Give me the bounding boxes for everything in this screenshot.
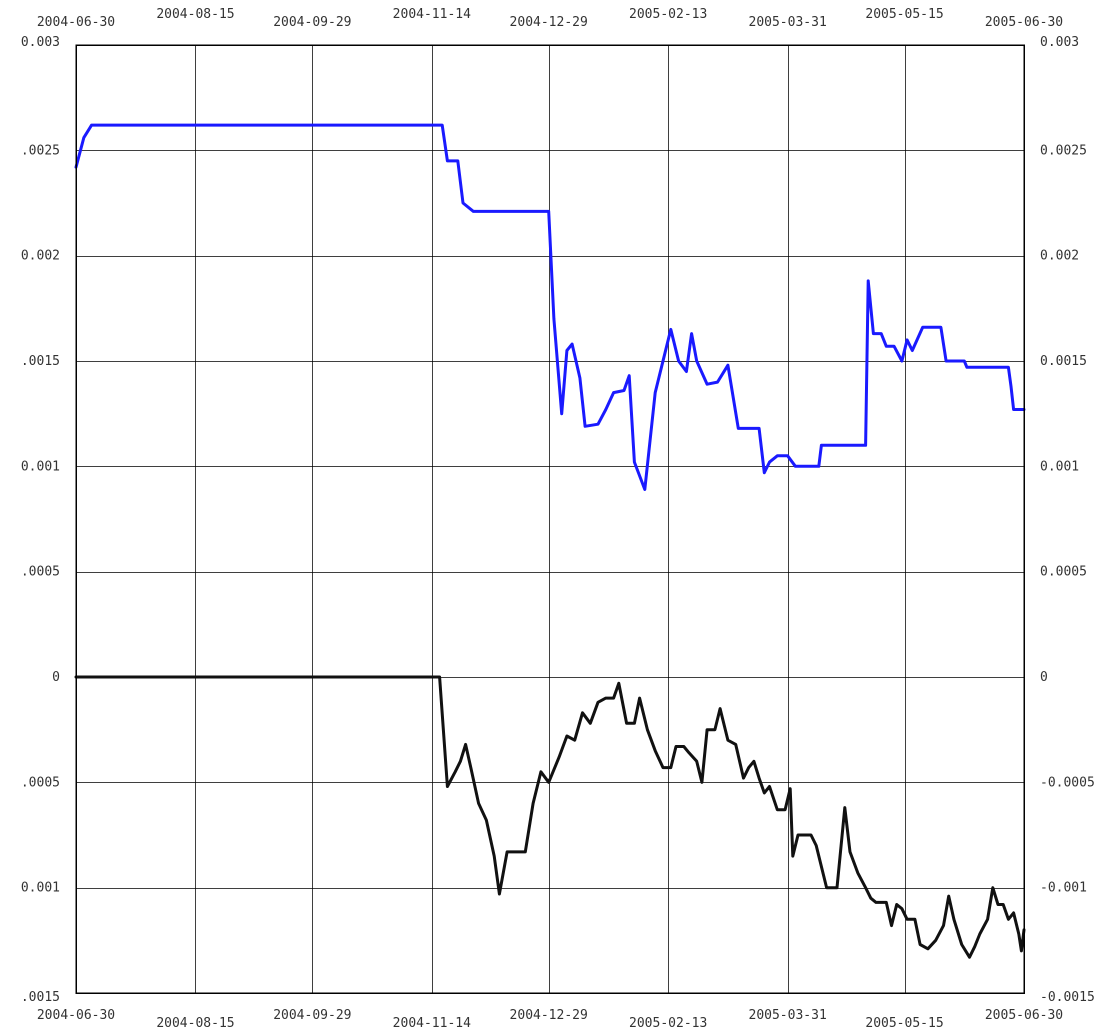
y-tick-label-right: -0.0005 xyxy=(1040,775,1095,790)
x-axis-top-ticks: 2004-06-30 2004-08-15 2004-09-29 2004-11-14… xyxy=(37,7,1063,30)
x-tick-label-bottom: 2005-05-15 xyxy=(865,1016,943,1031)
x-tick-label-top: 2005-06-30 xyxy=(985,15,1063,30)
y-tick-label-right: -0.001 xyxy=(1040,881,1087,896)
x-tick-label-top: 2004-09-29 xyxy=(273,15,351,30)
y-tick-label-right: 0.001 xyxy=(1040,459,1079,474)
y-axis-right-ticks: 0.003 0.0025 0.002 0.0015 0.001 0.0005 0 -0.000… xyxy=(1040,35,1095,1005)
y-tick-label-right: 0.0005 xyxy=(1040,565,1087,580)
y-tick-label-right: 0 xyxy=(1040,670,1048,685)
x-tick-label-bottom: 2004-11-14 xyxy=(393,1016,471,1031)
y-tick-label-right: 0.0025 xyxy=(1040,143,1087,158)
x-tick-label-bottom: 2004-09-29 xyxy=(273,1008,351,1023)
x-tick-label-top: 2004-12-29 xyxy=(510,15,588,30)
x-tick-label-top: 2005-02-13 xyxy=(629,7,707,22)
series-line-2 xyxy=(74,675,1026,959)
x-axis-bottom-ticks: 2004-06-30 2004-08-15 2004-09-29 2004-11-14… xyxy=(37,1008,1063,1031)
x-tick-label-top: 2005-03-31 xyxy=(749,15,827,30)
y-tick-label-left: .0005 xyxy=(21,775,60,790)
y-tick-label-right: 0.0015 xyxy=(1040,354,1087,369)
series-layer xyxy=(74,123,1026,959)
y-tick-label-right: -0.0015 xyxy=(1040,990,1095,1005)
x-tick-label-bottom: 2004-06-30 xyxy=(37,1008,115,1023)
y-tick-label-left: .0015 xyxy=(21,354,60,369)
y-tick-label-left: 0.001 xyxy=(21,881,60,896)
x-tick-label-bottom: 2005-02-13 xyxy=(629,1016,707,1031)
y-tick-label-left: 0 xyxy=(52,670,60,685)
series-line-1 xyxy=(74,123,1026,491)
y-axis-left-ticks: 0.003 .0025 0.002 .0015 0.001 .0005 0 .0005 0.00… xyxy=(21,35,60,1005)
y-tick-label-left: 0.003 xyxy=(21,35,60,50)
x-tick-label-top: 2004-11-14 xyxy=(393,7,471,22)
x-tick-label-top: 2004-06-30 xyxy=(37,15,115,30)
x-tick-label-bottom: 2004-08-15 xyxy=(156,1016,234,1031)
x-tick-label-top: 2004-08-15 xyxy=(156,7,234,22)
y-tick-label-left: .0025 xyxy=(21,143,60,158)
x-tick-label-bottom: 2005-03-31 xyxy=(749,1008,827,1023)
plot-frame xyxy=(75,44,1025,994)
x-tick-label-top: 2005-05-15 xyxy=(865,7,943,22)
x-tick-label-bottom: 2004-12-29 xyxy=(510,1008,588,1023)
x-tick-label-bottom: 2005-06-30 xyxy=(985,1008,1063,1023)
y-tick-label-left: 0.001 xyxy=(21,459,60,474)
y-tick-label-right: 0.003 xyxy=(1040,35,1079,50)
y-tick-label-left: .0005 xyxy=(21,565,60,580)
y-tick-label-left: .0015 xyxy=(21,990,60,1005)
y-tick-label-left: 0.002 xyxy=(21,249,60,264)
y-tick-label-right: 0.002 xyxy=(1040,249,1079,264)
